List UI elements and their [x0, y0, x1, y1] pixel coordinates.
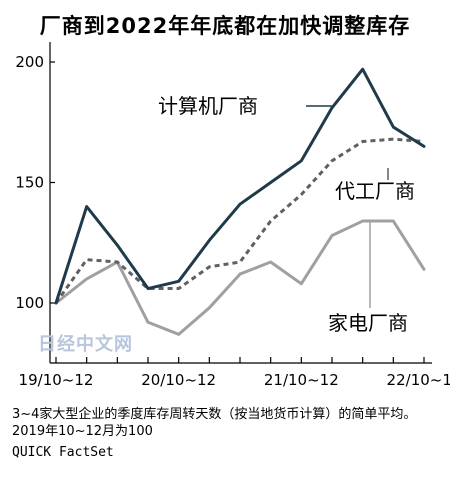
series-lines: [54, 67, 426, 336]
series-label-3: 家电厂商: [328, 311, 408, 335]
axes: 100 150 200 19/10~12 20/10~12 21/10~12 22/10~1…: [15, 42, 450, 389]
series-line-1: [54, 67, 426, 305]
x-tick-label: 19/10~12: [19, 371, 94, 389]
x-tick-label: 22/10~12: [387, 371, 450, 389]
line-chart: 100 150 200 19/10~12 20/10~12 21/10~12 22/10~1…: [15, 42, 450, 389]
series-label-1: 计算机厂商: [158, 94, 258, 118]
x-tick-label: 20/10~12: [141, 371, 216, 389]
series-label-2: 代工厂商: [335, 179, 415, 203]
y-tick-label: 200: [15, 53, 44, 71]
y-tick-label: 100: [15, 294, 44, 312]
chart-note: 3~4家大型企业的季度库存周转天数（按当地货币计算）的简单平均。2019年10~…: [12, 407, 417, 439]
x-tick-label: 21/10~12: [264, 371, 339, 389]
chart-source: QUICK FactSet: [12, 445, 114, 460]
series-line-2: [54, 137, 425, 304]
chart-title: 厂商到2022年年底都在加快调整库存: [39, 14, 411, 38]
y-tick-label: 150: [15, 174, 44, 192]
watermark: 日经中文网: [38, 334, 133, 355]
